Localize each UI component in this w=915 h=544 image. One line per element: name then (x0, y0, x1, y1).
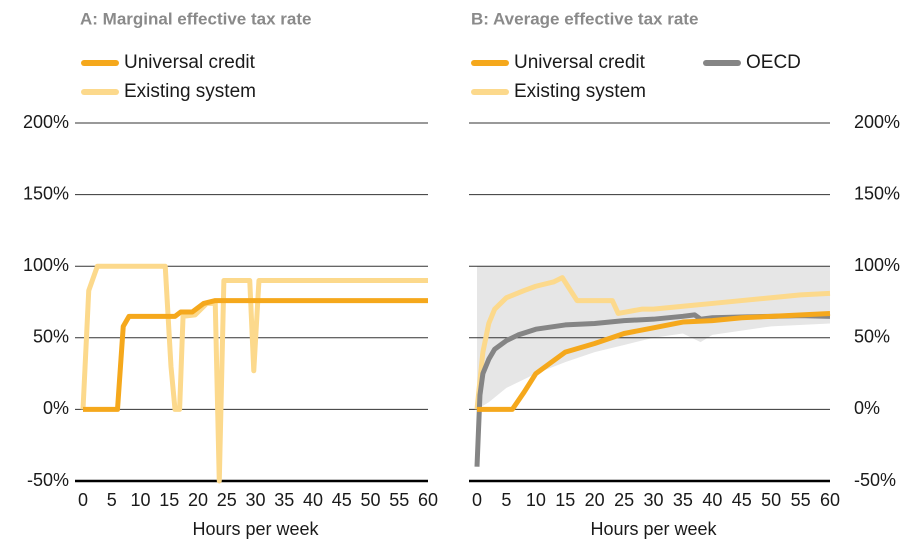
x-tick-label: 5 (107, 490, 117, 510)
x-tick-label: 15 (159, 490, 179, 510)
x-tick-label: 35 (274, 490, 294, 510)
legend-label: Universal credit (124, 52, 256, 73)
y-tick-label: 0% (854, 398, 880, 418)
x-tick-label: 35 (673, 490, 693, 510)
x-tick-label: 20 (188, 490, 208, 510)
x-tick-label: 50 (360, 490, 380, 510)
x-tick-label: 45 (732, 490, 752, 510)
x-tick-label: 25 (217, 490, 237, 510)
x-tick-label: 40 (702, 490, 722, 510)
y-tick-label: 50% (854, 327, 890, 347)
x-axis-label: Hours per week (192, 519, 319, 539)
legend-label: Existing system (514, 81, 646, 102)
y-tick-label: 150% (23, 183, 69, 203)
x-tick-label: 5 (501, 490, 511, 510)
series-line (477, 310, 831, 412)
y-tick-label: 0% (43, 398, 69, 418)
x-tick-label: 55 (389, 490, 409, 510)
x-tick-label: 60 (418, 490, 438, 510)
x-axis-label: Hours per week (590, 519, 717, 539)
x-tick-label: 30 (643, 490, 663, 510)
x-tick-label: 10 (130, 490, 150, 510)
x-tick-label: 20 (585, 490, 605, 510)
y-tick-label: 200% (23, 112, 69, 132)
x-tick-label: 10 (526, 490, 546, 510)
y-tick-label: 100% (23, 255, 69, 275)
y-tick-label: -50% (854, 470, 896, 490)
chart-title: B: Average effective tax rate (471, 9, 698, 28)
series-line (474, 275, 831, 410)
y-tick-label: 150% (854, 183, 900, 203)
x-tick-label: 50 (761, 490, 781, 510)
x-tick-label: 25 (614, 490, 634, 510)
chart-title: A: Marginal effective tax rate (80, 9, 311, 28)
x-tick-label: 15 (555, 490, 575, 510)
series-line (80, 263, 428, 484)
y-tick-label: 100% (854, 255, 900, 275)
series-line (83, 298, 428, 412)
x-tick-label: 0 (78, 490, 88, 510)
x-tick-label: 60 (820, 490, 840, 510)
x-tick-label: 45 (332, 490, 352, 510)
x-tick-label: 30 (245, 490, 265, 510)
y-tick-label: 200% (854, 112, 900, 132)
legend-label: Universal credit (514, 52, 646, 73)
legend-label: OECD (746, 52, 801, 73)
y-tick-label: 50% (33, 327, 69, 347)
legend-label: Existing system (124, 81, 256, 102)
y-tick-label: -50% (27, 470, 69, 490)
x-tick-label: 0 (472, 490, 482, 510)
x-tick-label: 40 (303, 490, 323, 510)
x-tick-label: 55 (791, 490, 811, 510)
